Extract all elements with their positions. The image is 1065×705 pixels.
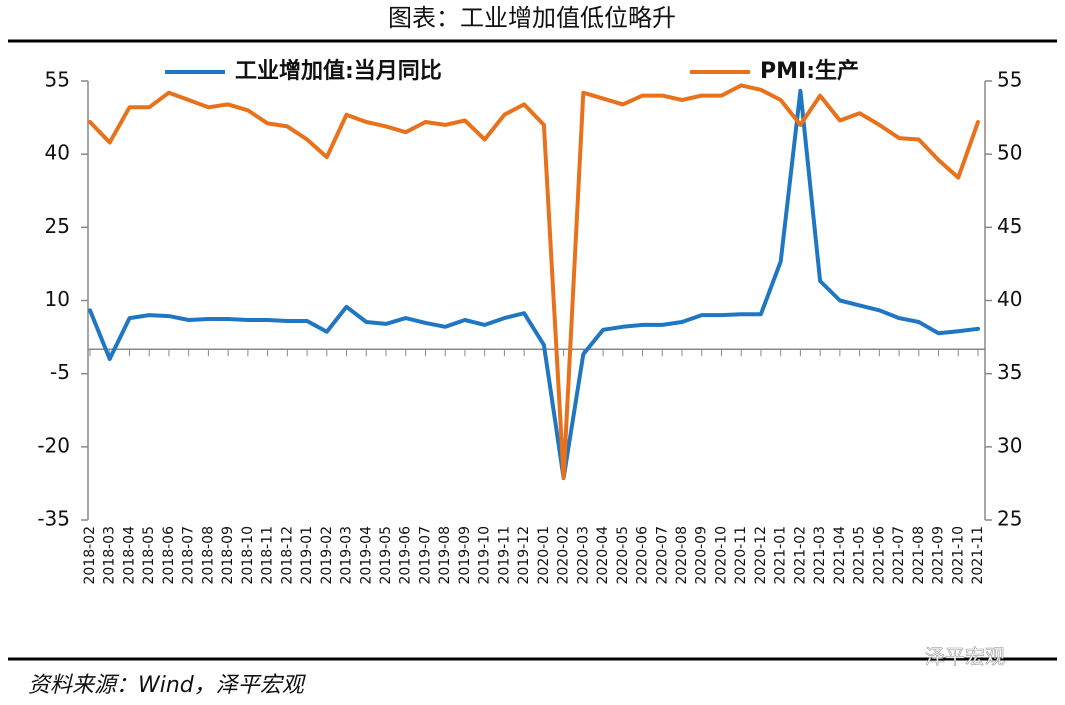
x-tick-label: 2018-11 — [260, 526, 276, 585]
y-tick-label: 25 — [45, 214, 70, 238]
x-tick-label: 2019-05 — [378, 526, 394, 585]
x-tick-label: 2021-03 — [812, 526, 828, 585]
y2-tick-label: 40 — [997, 287, 1022, 311]
legend-label: 工业增加值:当月同比 — [235, 58, 442, 84]
x-tick-label: 2020-10 — [713, 526, 729, 585]
y-tick-label: -35 — [37, 507, 70, 531]
x-tick-label: 2020-06 — [635, 526, 651, 585]
y2-tick-label: 55 — [997, 68, 1022, 92]
y2-tick-label: 35 — [997, 360, 1022, 384]
x-tick-label: 2018-08 — [200, 526, 216, 585]
x-tick-label: 2018-02 — [82, 526, 98, 585]
y2-tick-label: 45 — [997, 214, 1022, 238]
watermark: 泽平宏观 — [925, 645, 1005, 669]
x-tick-label: 2019-01 — [299, 526, 315, 585]
y2-tick-label: 25 — [997, 507, 1022, 531]
x-tick-label: 2021-06 — [871, 526, 887, 585]
x-tick-label: 2021-11 — [970, 526, 986, 585]
x-tick-label: 2019-06 — [398, 526, 414, 585]
x-tick-label: 2019-09 — [457, 526, 473, 585]
x-tick-label: 2020-03 — [575, 526, 591, 585]
x-tick-label: 2021-02 — [792, 526, 808, 585]
x-tick-label: 2018-06 — [161, 526, 177, 585]
y-tick-label: 40 — [45, 141, 70, 165]
x-tick-label: 2019-02 — [319, 526, 335, 585]
x-tick-label: 2020-02 — [556, 526, 572, 585]
x-tick-label: 2021-09 — [931, 526, 947, 585]
x-tick-label: 2018-12 — [279, 526, 295, 585]
y-tick-label: -20 — [37, 433, 70, 457]
x-tick-label: 2020-11 — [733, 526, 749, 585]
x-tick-label: 2018-07 — [181, 526, 197, 585]
x-tick-label: 2020-05 — [615, 526, 631, 585]
x-tick-label: 2018-04 — [121, 526, 137, 585]
x-tick-label: 2020-07 — [654, 526, 670, 585]
x-tick-label: 2019-07 — [417, 526, 433, 585]
x-tick-label: 2021-07 — [891, 526, 907, 585]
x-tick-label: 2021-05 — [852, 526, 868, 585]
x-tick-label: 2018-10 — [240, 526, 256, 585]
y2-tick-label: 50 — [997, 141, 1022, 165]
x-tick-label: 2021-08 — [911, 526, 927, 585]
series-line — [88, 83, 980, 480]
legend-label: PMI:生产 — [760, 59, 859, 84]
x-tick-label: 2018-03 — [102, 526, 118, 585]
x-tick-label: 2021-10 — [950, 526, 966, 585]
y2-tick-label: 30 — [997, 433, 1022, 457]
x-tick-label: 2020-04 — [595, 526, 611, 585]
x-tick-label: 2019-04 — [358, 526, 374, 585]
x-tick-label: 2020-01 — [536, 526, 552, 585]
x-tick-label: 2020-09 — [694, 526, 710, 585]
series-line — [88, 88, 980, 481]
x-tick-label: 2019-10 — [477, 526, 493, 585]
y-tick-label: 55 — [45, 68, 70, 92]
y-tick-label: 10 — [45, 287, 70, 311]
x-tick-label: 2018-09 — [220, 526, 236, 585]
x-tick-label: 2019-03 — [339, 526, 355, 585]
chart-title: 图表：工业增加值低位略升 — [388, 4, 676, 32]
x-tick-label: 2020-08 — [674, 526, 690, 585]
y-tick-label: -5 — [50, 360, 70, 384]
source: 资料来源：Wind，泽平宏观 — [28, 673, 307, 698]
x-tick-label: 2021-01 — [773, 526, 789, 585]
x-tick-label: 2019-12 — [516, 526, 532, 585]
x-tick-label: 2019-11 — [496, 526, 512, 585]
x-tick-label: 2021-04 — [832, 526, 848, 585]
x-tick-label: 2019-08 — [437, 526, 453, 585]
x-tick-label: 2020-12 — [753, 526, 769, 585]
x-tick-label: 2018-05 — [141, 526, 157, 585]
